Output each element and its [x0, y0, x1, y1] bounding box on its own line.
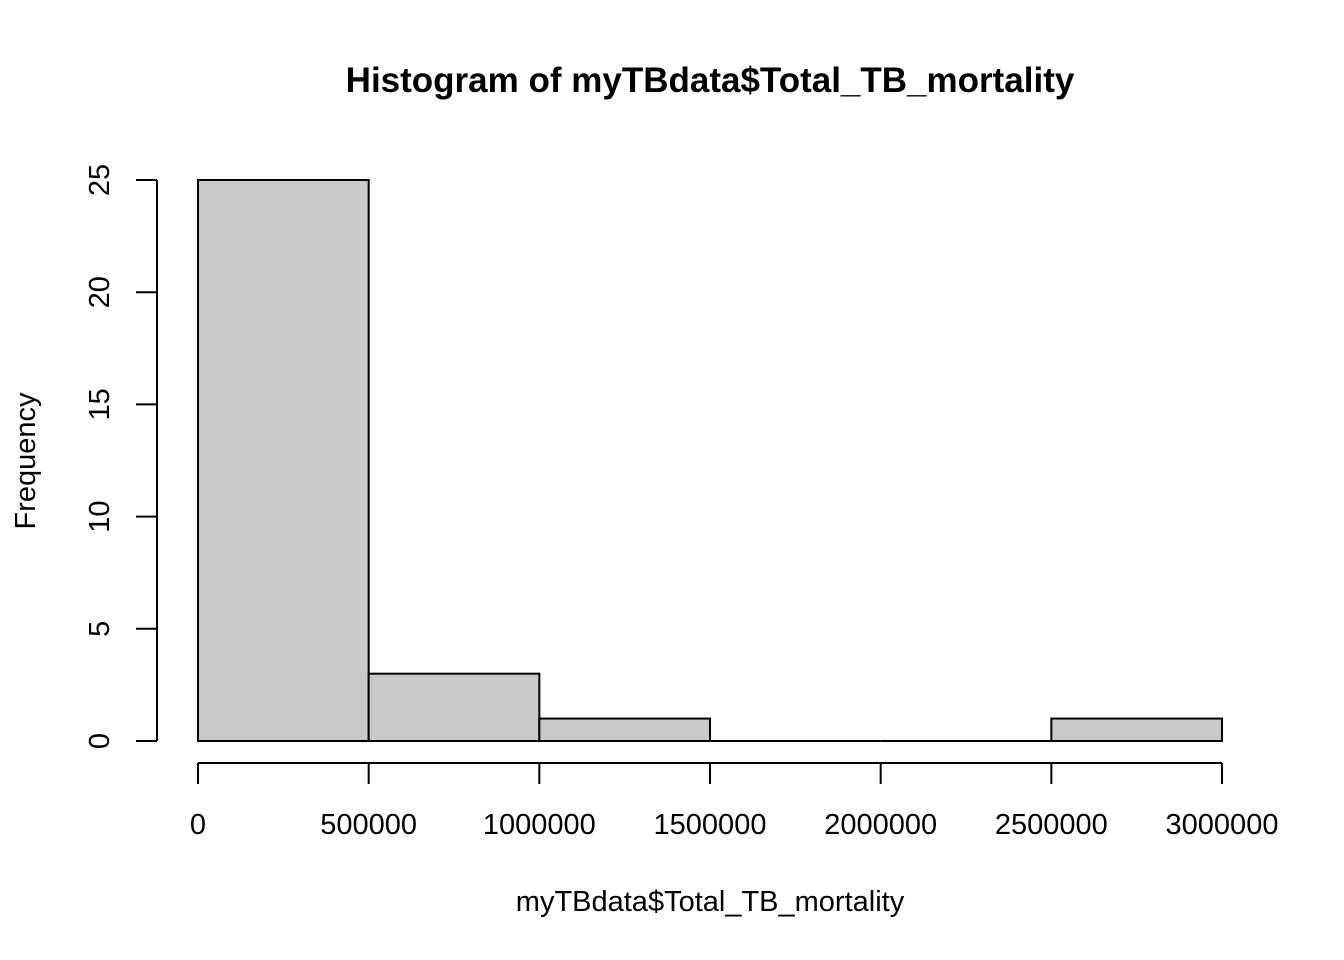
histogram-bar-5: [1050, 717, 1224, 742]
x-axis-label: myTBdata$Total_TB_mortality: [516, 886, 905, 918]
x-tick-label: 1000000: [483, 809, 596, 841]
y-tick-label: 5: [84, 621, 116, 637]
y-tick-label: 25: [84, 164, 116, 196]
histogram-bar-1: [367, 672, 541, 742]
y-tick-label: 0: [84, 733, 116, 749]
x-tick-label: 2500000: [995, 809, 1108, 841]
histogram-bar-2: [538, 717, 711, 742]
y-tick-label: 20: [84, 276, 116, 308]
x-tick-label: 0: [190, 809, 206, 841]
chart-title: Histogram of myTBdata$Total_TB_mortality: [346, 61, 1075, 100]
x-axis: 0 500000 1000000 1500000 2000000 2500000 30000…: [190, 762, 1279, 841]
bars-group: [197, 179, 1224, 742]
y-tick-label: 15: [84, 388, 116, 420]
x-tick-label: 2000000: [824, 809, 937, 841]
x-tick-label: 500000: [320, 809, 417, 841]
x-tick-label: 3000000: [1166, 809, 1279, 841]
y-axis: 0 5 10 15 20 25: [84, 164, 158, 749]
y-tick-label: 10: [84, 500, 116, 532]
histogram-bar-0: [197, 179, 370, 742]
x-tick-label: 1500000: [654, 809, 767, 841]
y-axis-label: Frequency: [10, 392, 42, 530]
